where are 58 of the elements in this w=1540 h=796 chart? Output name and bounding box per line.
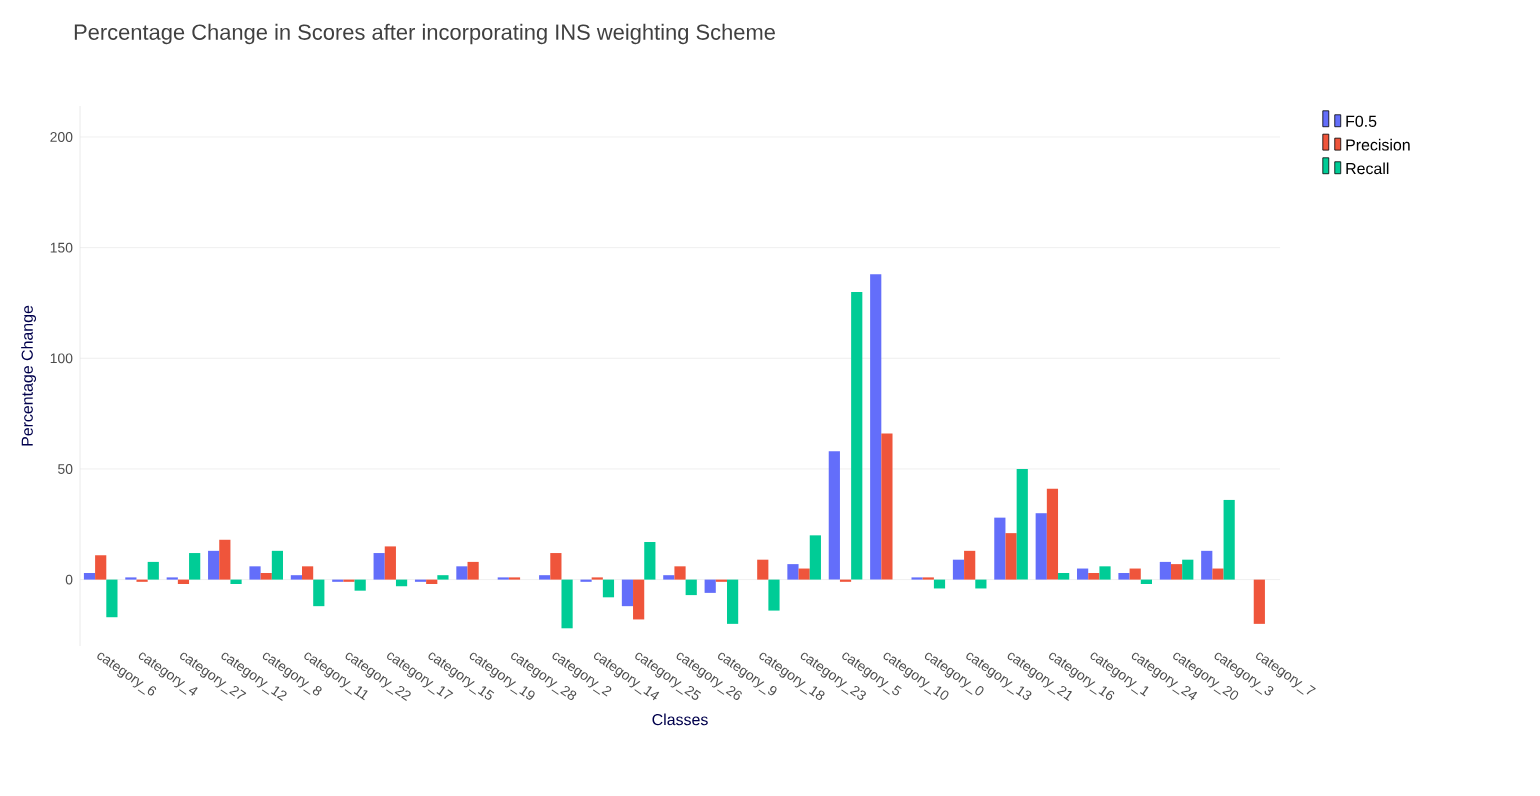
bar	[674, 566, 686, 580]
bar	[550, 553, 562, 580]
bar	[106, 579, 118, 618]
bar	[1170, 564, 1183, 580]
bar	[1159, 561, 1171, 580]
bar	[230, 579, 242, 585]
bar	[602, 579, 615, 598]
bar	[467, 561, 479, 580]
bar	[1058, 572, 1070, 580]
bar	[994, 517, 1006, 580]
bar	[1077, 568, 1089, 580]
bar	[1088, 572, 1100, 580]
bar	[1118, 572, 1130, 580]
bar	[964, 550, 976, 580]
bar	[1182, 559, 1194, 580]
bar	[260, 572, 272, 580]
bar	[726, 579, 739, 624]
bar	[313, 579, 325, 607]
bar	[1201, 550, 1213, 580]
bar	[1212, 568, 1224, 580]
bar	[83, 572, 96, 580]
bar	[384, 546, 396, 580]
bar	[95, 555, 107, 580]
bar	[1099, 566, 1111, 580]
bar	[271, 550, 284, 580]
bar	[828, 451, 840, 580]
bar	[1035, 513, 1047, 580]
bar	[189, 553, 201, 580]
bar	[881, 433, 893, 580]
bar	[633, 579, 645, 620]
bar	[1253, 579, 1265, 624]
bar	[870, 274, 882, 580]
bar	[561, 579, 573, 629]
chart-title: Percentage Change in Scores after incorporating INS weighting Scheme	[74, 23, 775, 45]
bar	[768, 579, 780, 611]
bar	[787, 564, 799, 580]
bar	[456, 566, 468, 580]
bar	[208, 550, 220, 580]
bar	[219, 539, 231, 580]
bar	[952, 559, 965, 580]
bar	[354, 579, 366, 591]
bar	[685, 579, 697, 596]
bar	[851, 291, 863, 580]
bar	[147, 561, 159, 580]
bar	[644, 541, 656, 580]
bar	[798, 568, 810, 580]
bar	[757, 559, 769, 580]
bar	[249, 566, 261, 580]
bar	[302, 566, 314, 580]
bar	[1129, 568, 1141, 580]
bar	[373, 553, 385, 580]
bar	[809, 535, 821, 580]
bar	[1016, 468, 1028, 580]
bar	[1005, 533, 1017, 580]
bar	[1046, 488, 1059, 580]
bar	[621, 579, 634, 607]
bar	[1223, 499, 1235, 580]
bar	[704, 579, 716, 593]
